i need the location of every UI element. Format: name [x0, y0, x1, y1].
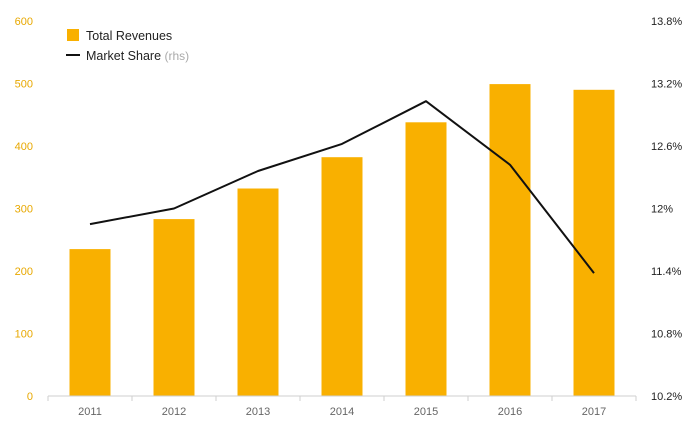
x-axis-ticks: 2011 2012 2013 2014 2015 2016 2017 [47, 396, 637, 418]
left-tick-label: 100 [15, 329, 33, 341]
right-tick-label: 13.2% [651, 79, 682, 91]
legend: Total Revenues Market Share (rhs) [66, 29, 189, 63]
left-axis-ticks: 0 100 200 300 400 500 600 [15, 16, 33, 403]
bar-2014 [321, 157, 363, 396]
bar-2015 [405, 122, 447, 397]
left-tick-label: 0 [27, 391, 33, 403]
right-tick-label: 12.6% [651, 141, 682, 153]
left-tick-label: 300 [15, 204, 33, 216]
market-share-line [89, 100, 595, 274]
bar-2012 [153, 219, 195, 396]
right-tick-label: 10.2% [651, 391, 682, 403]
bar-2013 [237, 188, 279, 396]
legend-label-market-share: Market Share (rhs) [86, 49, 189, 63]
right-tick-label: 10.8% [651, 329, 682, 341]
x-tick-label: 2012 [162, 406, 186, 418]
left-tick-label: 200 [15, 266, 33, 278]
left-tick-label: 500 [15, 79, 33, 91]
x-tick-label: 2013 [246, 406, 270, 418]
legend-swatch-total-revenues [67, 29, 79, 41]
left-tick-label: 400 [15, 141, 33, 153]
x-tick-label: 2011 [78, 406, 102, 418]
bar-2016 [489, 84, 531, 396]
x-tick-label: 2015 [414, 406, 438, 418]
x-tick-label: 2017 [582, 406, 606, 418]
right-tick-label: 11.4% [651, 266, 682, 278]
x-tick-label: 2014 [330, 406, 354, 418]
right-axis-ticks: 10.2% 10.8% 11.4% 12% 12.6% 13.2% 13.8% [651, 16, 682, 403]
legend-label-rhs: (rhs) [165, 49, 190, 63]
x-tick-label: 2016 [498, 406, 522, 418]
legend-label-market-share-name: Market Share [86, 49, 161, 63]
left-tick-label: 600 [15, 16, 33, 28]
bars-layer [69, 84, 615, 397]
bar-2011 [69, 249, 111, 396]
bar-2017 [573, 89, 615, 397]
right-tick-label: 12% [651, 204, 673, 216]
legend-label-total-revenues: Total Revenues [86, 29, 172, 43]
right-tick-label: 13.8% [651, 16, 682, 28]
